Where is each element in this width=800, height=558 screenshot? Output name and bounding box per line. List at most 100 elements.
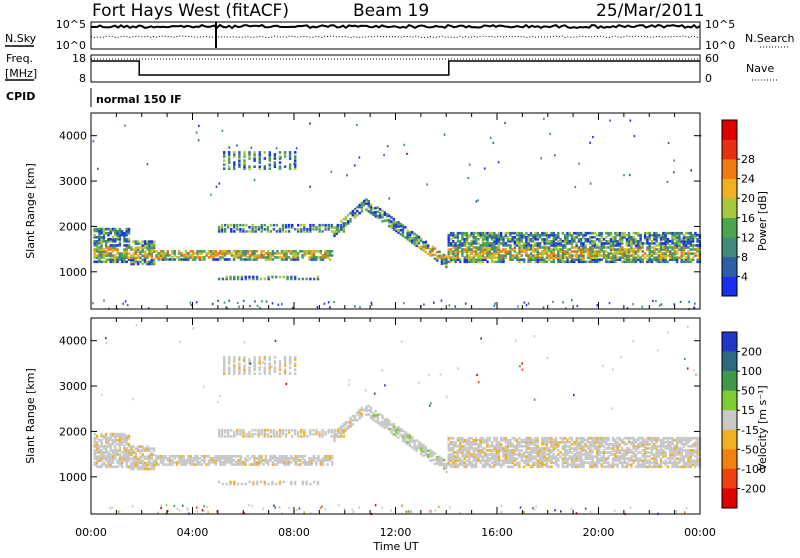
range-cell xyxy=(279,161,281,164)
noise-cell xyxy=(349,379,351,381)
noise-cell xyxy=(641,306,643,308)
noise-cell xyxy=(534,399,536,401)
noise-cell xyxy=(614,510,616,512)
range-cell xyxy=(489,437,491,440)
range-cell xyxy=(313,481,315,484)
range-cell xyxy=(644,256,646,259)
range-cell xyxy=(621,447,623,450)
noise-cell xyxy=(352,509,354,511)
range-cell xyxy=(264,224,266,227)
range-cell xyxy=(395,427,397,430)
range-cell xyxy=(291,429,293,432)
range-cell xyxy=(470,461,472,464)
range-cell xyxy=(502,437,504,440)
noise-cell xyxy=(354,164,356,166)
range-cell xyxy=(525,437,527,440)
noise-cell xyxy=(426,183,428,185)
range-cell xyxy=(132,248,134,251)
noise-cell xyxy=(657,349,659,351)
range-cell xyxy=(321,429,323,432)
range-cell xyxy=(696,258,698,261)
range-cell xyxy=(573,254,575,257)
range-cell xyxy=(605,236,607,239)
range-cell xyxy=(646,459,648,462)
range-cell xyxy=(655,232,657,235)
range-cell xyxy=(194,463,196,466)
range-cell xyxy=(594,455,596,458)
range-cell xyxy=(633,437,635,440)
range-cell xyxy=(516,453,518,456)
noise-cell xyxy=(659,305,661,307)
range-cell xyxy=(420,443,422,446)
range-cell xyxy=(546,246,548,249)
range-cell xyxy=(288,230,290,233)
range-cell xyxy=(103,435,105,438)
range-cell xyxy=(340,425,342,428)
range-cell xyxy=(279,228,281,231)
range-cell xyxy=(546,453,548,456)
range-cell xyxy=(171,256,173,259)
range-cell xyxy=(674,232,676,235)
range-cell xyxy=(461,242,463,245)
noise-cell xyxy=(623,174,625,176)
range-cell xyxy=(248,431,250,434)
range-cell xyxy=(432,451,434,454)
range-cell xyxy=(639,256,641,259)
range-cell xyxy=(302,481,304,484)
noise-cell xyxy=(590,183,592,185)
range-cell xyxy=(534,437,536,440)
range-cell xyxy=(301,250,303,253)
noise-cell xyxy=(190,304,192,306)
range-cell xyxy=(626,461,628,464)
range-cell xyxy=(591,437,593,440)
colorbar-tick-label: 12 xyxy=(741,231,755,244)
range-cell xyxy=(116,466,118,469)
range-cell xyxy=(676,437,678,440)
colorbar-tick-label: 16 xyxy=(741,212,755,225)
range-cell xyxy=(525,455,527,458)
range-cell xyxy=(692,437,694,440)
range-cell xyxy=(258,455,260,458)
range-cell xyxy=(119,433,121,436)
noise-cell xyxy=(261,300,263,302)
range-cell xyxy=(610,443,612,446)
noise-cell xyxy=(430,511,432,513)
range-cell xyxy=(238,356,240,359)
range-cell xyxy=(489,232,491,235)
range-cell xyxy=(242,224,244,227)
range-cell xyxy=(591,449,593,452)
range-cell xyxy=(694,244,696,247)
noise-cell xyxy=(589,142,591,144)
noise-cell xyxy=(299,507,301,509)
range-cell xyxy=(639,451,641,454)
range-cell xyxy=(637,240,639,243)
range-cell xyxy=(248,276,250,279)
noise-cell xyxy=(346,174,348,176)
colorbar-segment xyxy=(722,257,737,277)
range-cell xyxy=(229,481,231,484)
range-cell xyxy=(601,437,603,440)
range-cell xyxy=(110,433,112,436)
range-cell xyxy=(322,254,324,257)
range-cell xyxy=(196,455,198,458)
range-cell xyxy=(692,252,694,255)
range-cell xyxy=(298,278,300,281)
range-cell xyxy=(651,457,653,460)
range-cell xyxy=(466,232,468,235)
range-cell xyxy=(518,441,520,444)
range-cell xyxy=(210,457,212,460)
range-cell xyxy=(112,236,114,239)
range-cell xyxy=(261,429,263,432)
range-cell xyxy=(482,463,484,466)
range-cell xyxy=(306,250,308,253)
range-cell xyxy=(637,232,639,235)
range-cell xyxy=(422,241,424,244)
range-cell xyxy=(112,439,114,442)
nave-tick-low: 0 xyxy=(705,72,712,85)
range-cell xyxy=(144,456,146,459)
range-cell xyxy=(470,437,472,440)
range-cell xyxy=(509,466,511,469)
range-cell xyxy=(132,456,134,459)
range-cell xyxy=(630,449,632,452)
range-cell xyxy=(114,228,116,231)
